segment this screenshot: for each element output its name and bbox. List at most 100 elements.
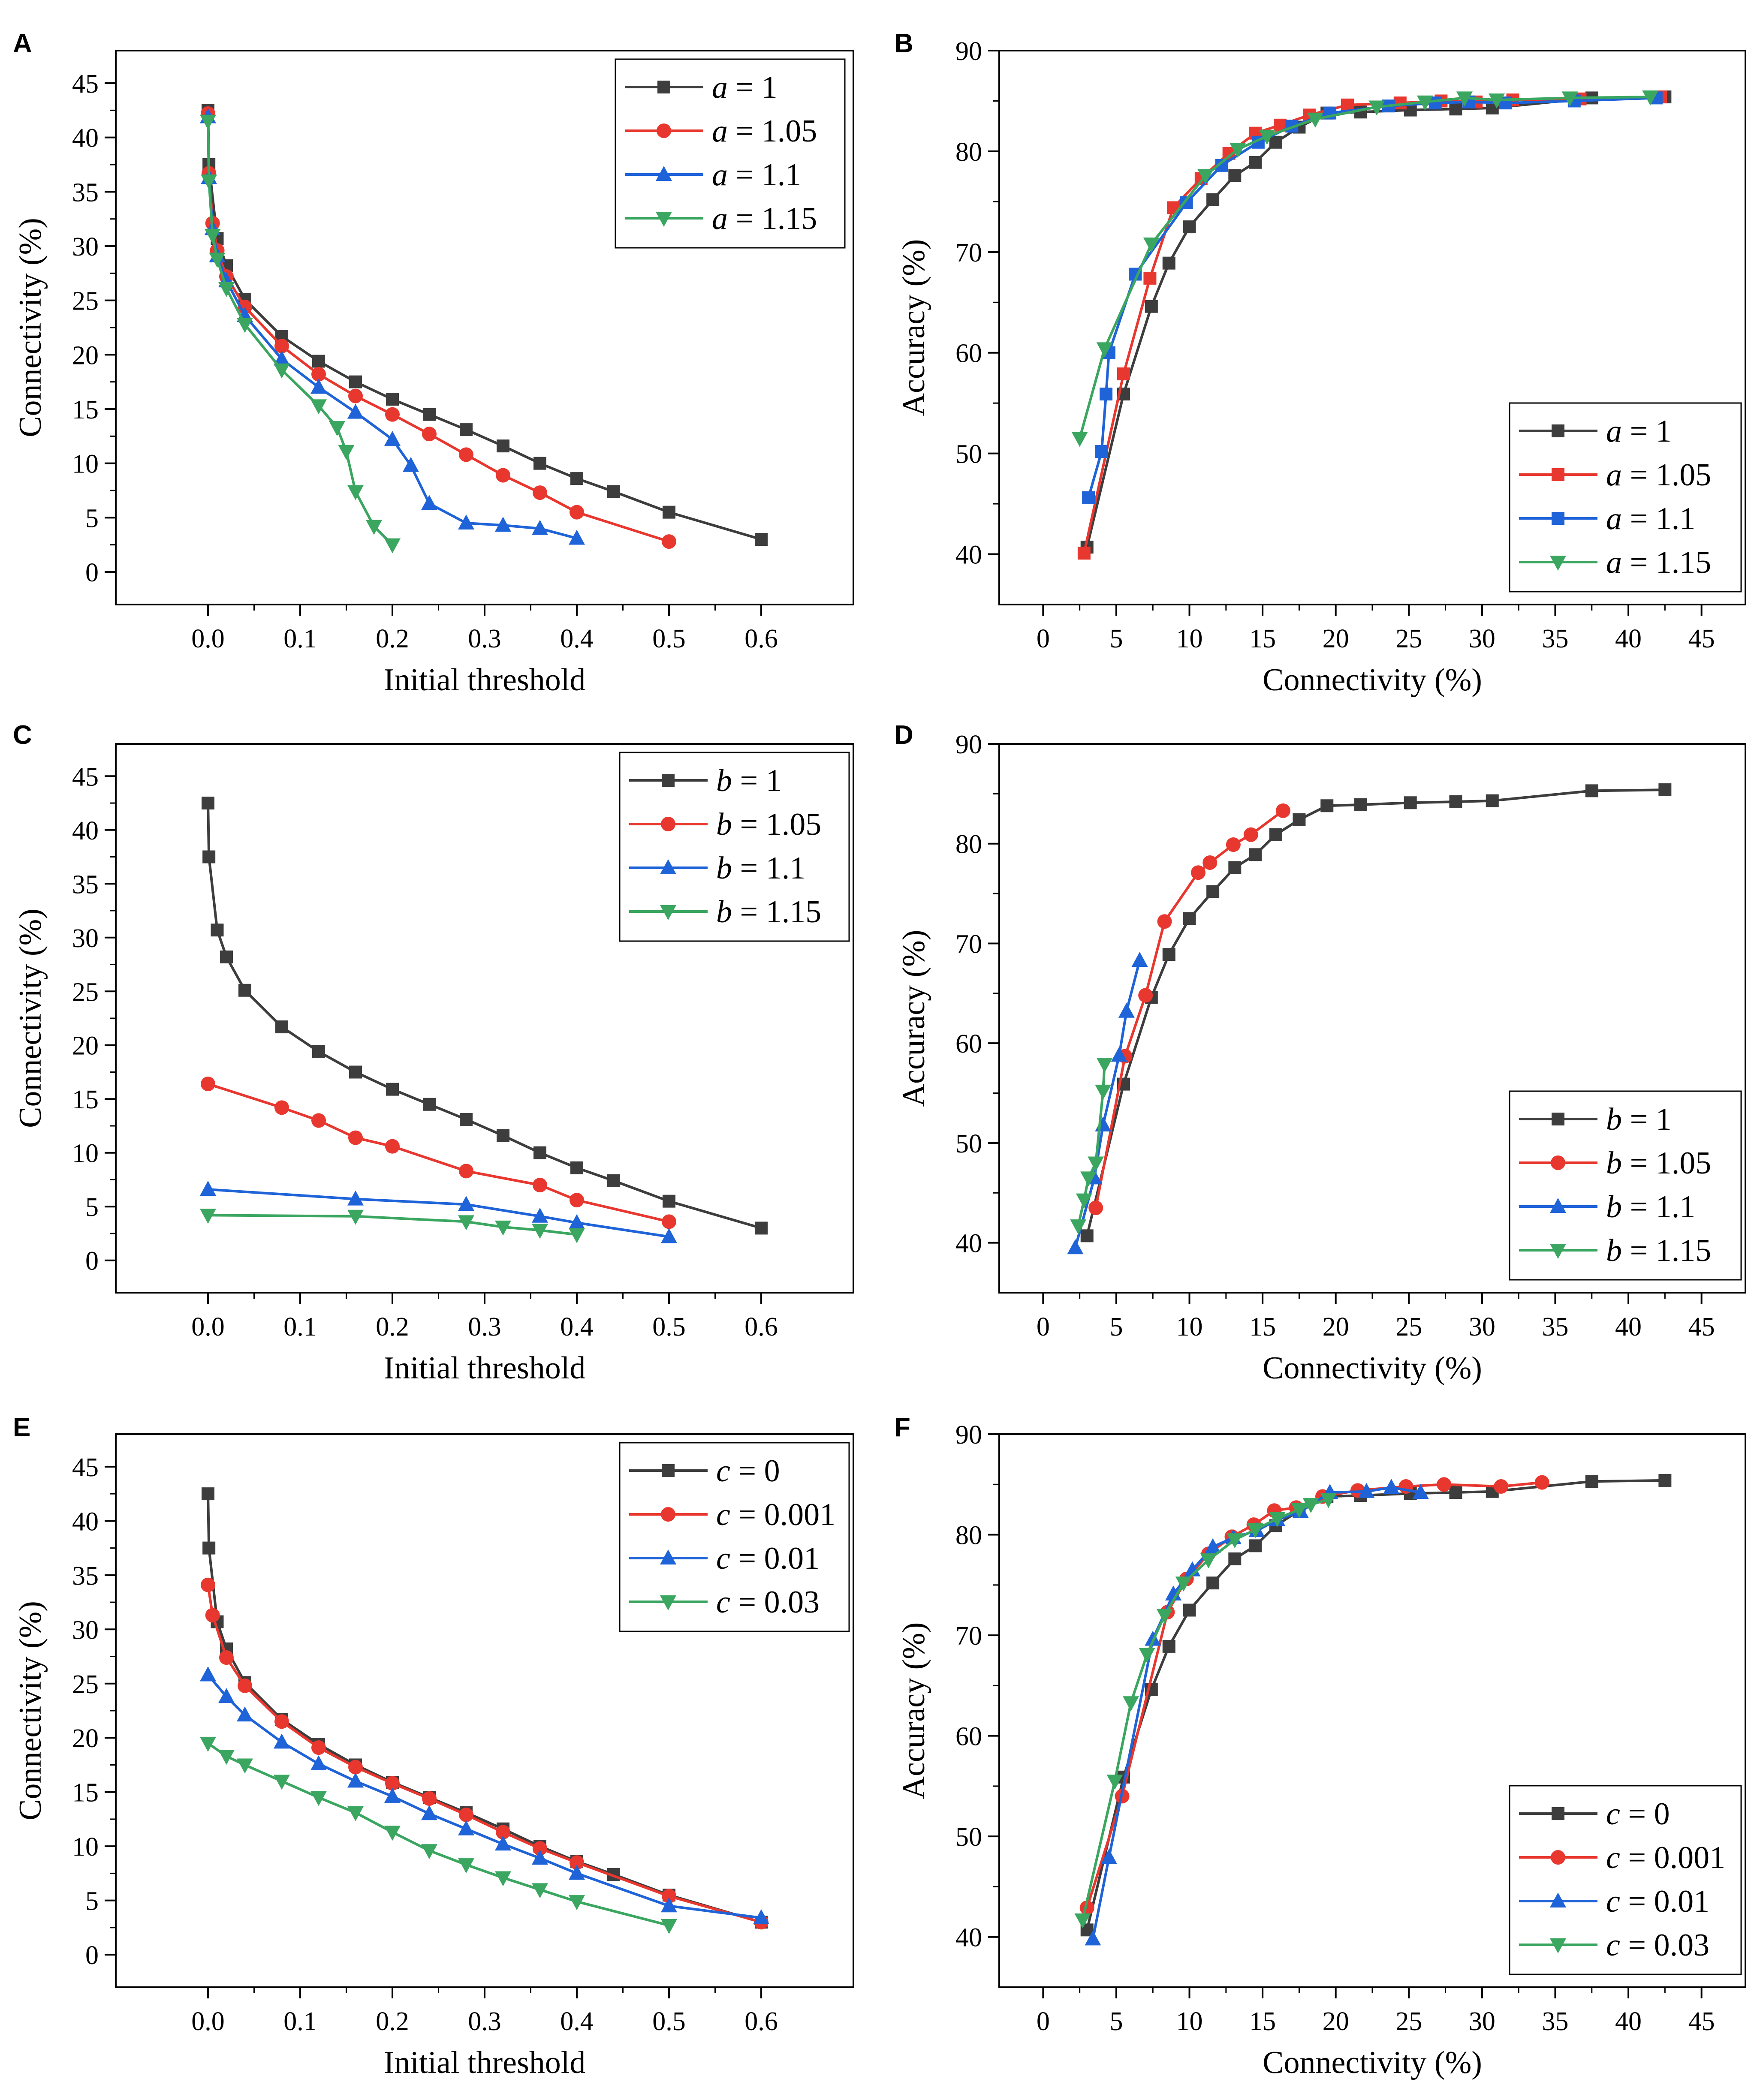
x-tick-label: 45 xyxy=(1688,2007,1715,2036)
series-b-1_05 xyxy=(1088,803,1290,1215)
x-tick-label: 0.0 xyxy=(191,2007,225,2036)
legend-eq: = xyxy=(732,763,766,798)
data-point xyxy=(1088,1156,1104,1172)
y-tick-label: 45 xyxy=(72,69,99,99)
data-point xyxy=(403,457,419,472)
data-point xyxy=(1642,90,1659,106)
series-line xyxy=(207,113,669,543)
data-point xyxy=(1096,1058,1113,1073)
x-tick-label: 0.5 xyxy=(652,2007,686,2036)
legend-label: b = 1.15 xyxy=(1606,1233,1711,1268)
x-tick-label: 40 xyxy=(1615,1312,1642,1342)
data-point xyxy=(458,514,474,530)
y-tick-label: 5 xyxy=(85,504,99,533)
legend-entry: b = 1.15 xyxy=(1519,1233,1711,1268)
legend-var: a xyxy=(712,157,728,193)
legend-box xyxy=(619,1442,850,1632)
data-point xyxy=(1183,220,1196,234)
data-point xyxy=(533,1146,546,1159)
data-point xyxy=(1123,1696,1139,1712)
data-point xyxy=(570,1855,584,1870)
data-point xyxy=(1143,238,1160,253)
legend-eq: = xyxy=(1622,501,1656,536)
legend-var: c xyxy=(1606,1796,1620,1832)
y-tick-label: 5 xyxy=(85,1887,99,1916)
data-point xyxy=(274,339,289,354)
data-point xyxy=(1320,1493,1337,1508)
data-point xyxy=(1096,342,1113,358)
data-point xyxy=(386,1083,399,1096)
legend-label: a = 1 xyxy=(712,70,778,105)
x-tick-label: 15 xyxy=(1249,2007,1276,2036)
legend-marker xyxy=(1552,512,1564,525)
y-tick-label: 50 xyxy=(955,440,982,469)
legend-entry: c = 0.03 xyxy=(629,1585,820,1620)
data-point xyxy=(1228,1552,1242,1565)
x-tick-label: 25 xyxy=(1395,2007,1422,2036)
data-point xyxy=(1095,1116,1112,1132)
x-tick-label: 0.4 xyxy=(560,624,594,653)
data-point xyxy=(385,1139,400,1154)
y-tick-label: 50 xyxy=(955,1823,982,1852)
legend-label: c = 0.01 xyxy=(716,1541,820,1576)
data-point xyxy=(1095,445,1108,458)
data-point xyxy=(1230,143,1246,158)
legend-marker xyxy=(657,81,670,93)
legend-label: b = 1.05 xyxy=(1606,1146,1711,1181)
data-point xyxy=(460,423,473,436)
data-point xyxy=(496,1825,510,1840)
legend-var: b xyxy=(716,894,732,930)
data-point xyxy=(1111,1047,1127,1062)
x-tick-label: 35 xyxy=(1542,1312,1568,1342)
legend-box xyxy=(619,752,850,942)
legend-marker xyxy=(1551,1850,1565,1865)
legend-eq: = xyxy=(1622,545,1656,580)
legend-entry: c = 0 xyxy=(1519,1796,1670,1832)
legend-label: b = 1 xyxy=(1606,1102,1672,1137)
data-point xyxy=(421,1844,437,1859)
y-tick-label: 30 xyxy=(72,232,99,262)
legend-eq: = xyxy=(1622,1189,1656,1224)
legend-eq: = xyxy=(732,851,766,886)
data-point xyxy=(347,1209,364,1225)
legend-eq: = xyxy=(732,807,766,842)
data-point xyxy=(1191,865,1205,880)
legend-label: b = 1.1 xyxy=(716,851,805,886)
legend-var: c xyxy=(1606,1840,1620,1875)
legend-eq: = xyxy=(1622,1146,1656,1181)
data-point xyxy=(532,1207,548,1223)
data-point xyxy=(422,1791,437,1806)
data-point xyxy=(1080,1171,1097,1187)
data-point xyxy=(218,1688,235,1703)
data-point xyxy=(458,1820,474,1835)
legend-value: 1 xyxy=(1656,414,1672,449)
legend-label: c = 0.03 xyxy=(716,1585,820,1620)
data-point xyxy=(1416,95,1433,111)
data-point xyxy=(384,538,401,554)
x-tick-label: 0.5 xyxy=(652,1312,686,1342)
series-b-1_15 xyxy=(1070,1058,1113,1235)
data-point xyxy=(496,468,510,483)
panel-f: F 0 5 10 15 20 25 30 35 40 45 40 50 60 70 80 90 Connectiv… xyxy=(894,1413,1746,2080)
data-point xyxy=(1162,256,1175,270)
legend-var: b xyxy=(1606,1233,1622,1268)
x-tick-label: 0 xyxy=(1037,2007,1050,2036)
y-tick-label: 35 xyxy=(72,1561,99,1591)
data-point xyxy=(1139,1648,1155,1663)
data-point xyxy=(1293,813,1306,826)
data-point xyxy=(200,114,216,130)
data-point xyxy=(1162,1640,1175,1653)
data-point xyxy=(1456,91,1473,107)
x-tick-label: 0.4 xyxy=(560,1312,594,1342)
data-point xyxy=(1412,1484,1429,1499)
data-point xyxy=(311,1740,326,1755)
data-point xyxy=(1437,1477,1452,1492)
x-tick-label: 0.2 xyxy=(376,2007,409,2036)
data-point xyxy=(1585,1475,1598,1488)
legend-var: b xyxy=(1606,1189,1622,1224)
data-point xyxy=(348,1130,363,1145)
legend-marker xyxy=(1552,468,1564,481)
legend-eq: = xyxy=(728,201,762,236)
legend-entry: b = 1 xyxy=(629,763,782,798)
x-tick-label: 15 xyxy=(1249,1312,1276,1342)
